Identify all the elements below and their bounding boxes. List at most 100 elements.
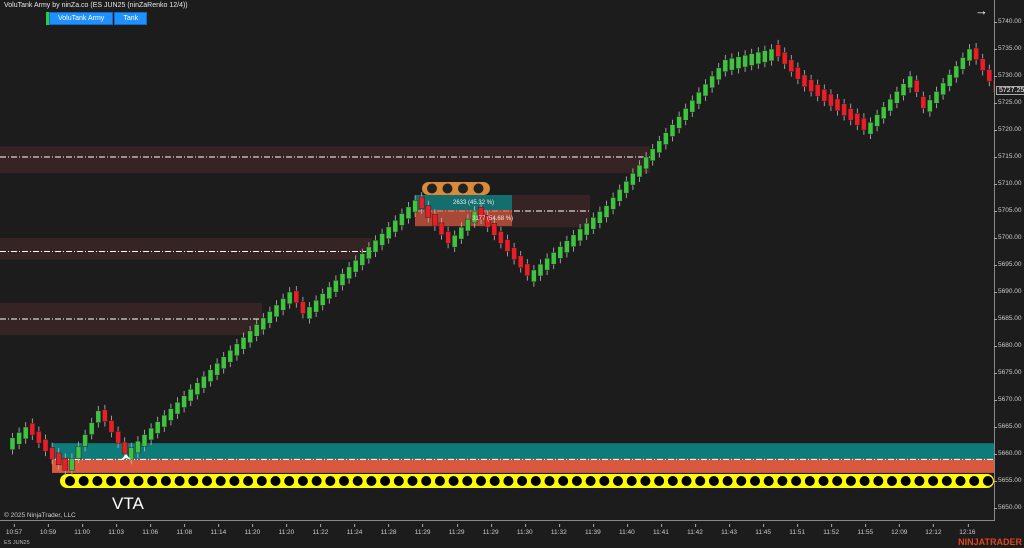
arrow-right-icon[interactable]: → xyxy=(975,3,988,18)
candle-up xyxy=(385,226,392,240)
candle-down xyxy=(973,47,979,61)
volutank-army-button[interactable]: VoluTank Army xyxy=(49,12,114,25)
buy-volume-box xyxy=(415,195,512,210)
time-tick: 11:29 xyxy=(448,524,465,536)
price-tick: 5660.00 xyxy=(994,450,1022,457)
tank-dot xyxy=(188,476,199,486)
price-tick: 5675.00 xyxy=(994,369,1022,376)
tank-dot xyxy=(503,476,514,486)
tank-dot xyxy=(859,476,870,486)
time-tick: 11:00 xyxy=(74,524,90,536)
tank-dot xyxy=(215,476,226,486)
orange-pill-dot xyxy=(458,183,468,194)
candle-down xyxy=(814,84,821,97)
candle-up xyxy=(471,210,478,224)
candle-down xyxy=(102,409,108,422)
tank-button[interactable]: Tank xyxy=(114,12,148,25)
candle-down xyxy=(795,67,801,80)
candle-up xyxy=(696,91,702,105)
tank-dot xyxy=(982,476,993,486)
tank-dot xyxy=(804,476,815,486)
zone-band xyxy=(0,146,650,174)
tank-dot xyxy=(873,476,884,486)
candle-up xyxy=(465,218,471,232)
candle-up xyxy=(570,234,577,247)
tank-dot xyxy=(517,476,528,486)
price-tick: 5680.00 xyxy=(994,342,1022,349)
candle-down xyxy=(913,80,920,93)
price-tick: 5655.00 xyxy=(994,477,1022,484)
price-axis-line xyxy=(994,0,995,520)
candle-up xyxy=(603,205,610,218)
price-tick: 5735.00 xyxy=(994,45,1022,52)
candle-up xyxy=(220,356,227,369)
orange-pill xyxy=(422,182,490,195)
zone-band xyxy=(0,238,372,260)
time-tick: 11:29 xyxy=(482,524,499,536)
candle-up xyxy=(676,116,682,129)
price-tick: 5740.00 xyxy=(994,18,1022,25)
candle-up xyxy=(458,226,465,240)
tank-dot xyxy=(626,476,637,486)
tank-dot xyxy=(654,476,665,486)
candle-up xyxy=(590,217,597,230)
tank-dot xyxy=(777,476,788,486)
tank-dot xyxy=(434,476,445,486)
candle-up xyxy=(544,258,550,271)
candle-down xyxy=(55,452,62,466)
candle-up xyxy=(372,239,379,253)
candle-up xyxy=(95,410,102,423)
candle-down xyxy=(418,196,425,210)
candle-down xyxy=(49,447,55,460)
time-tick: 12:12 xyxy=(925,524,942,536)
vta-label: VTA xyxy=(112,494,144,513)
candle-up xyxy=(887,98,894,112)
candle-up xyxy=(412,199,418,213)
tank-dot xyxy=(448,476,459,486)
candle-down xyxy=(425,205,432,218)
candle-down xyxy=(847,108,854,121)
ninjatrader-logo: NINJATRADER xyxy=(958,537,1022,547)
price-chart[interactable] xyxy=(0,0,994,520)
candle-up xyxy=(762,50,768,63)
candle-down xyxy=(781,51,788,65)
candle-up xyxy=(689,100,696,113)
candle-up xyxy=(702,83,709,97)
candle-up xyxy=(135,440,141,454)
tank-dot xyxy=(393,476,404,486)
candle-down xyxy=(986,69,993,82)
candle-up xyxy=(306,306,313,320)
candle-down xyxy=(801,74,808,88)
tank-dot xyxy=(256,476,267,486)
tank-dot xyxy=(106,476,117,486)
candle-down xyxy=(121,441,128,455)
candle-up xyxy=(154,421,161,434)
candle-up xyxy=(333,279,339,293)
candle-up xyxy=(940,82,946,96)
candle-up xyxy=(366,246,372,260)
candle-down xyxy=(484,215,491,228)
candle-up xyxy=(187,388,194,402)
time-tick: 11:29 xyxy=(414,524,431,536)
time-tick: 11:03 xyxy=(108,524,125,536)
candle-down xyxy=(62,458,69,471)
candle-up xyxy=(22,426,29,440)
candle-up xyxy=(597,211,603,224)
candle-down xyxy=(511,247,517,260)
tank-dot xyxy=(832,476,843,486)
candle-down xyxy=(788,59,795,72)
candle-down xyxy=(504,239,511,252)
time-tick: 11:24 xyxy=(346,524,363,536)
candle-up xyxy=(755,51,762,65)
candle-up xyxy=(564,240,570,253)
time-axis-line xyxy=(0,520,995,521)
candle-up xyxy=(174,401,181,415)
candle-up xyxy=(900,83,907,96)
tank-dot xyxy=(722,476,733,486)
candle-up xyxy=(227,350,234,363)
candle-up xyxy=(346,266,352,280)
time-tick: 11:40 xyxy=(618,524,635,536)
candle-up xyxy=(75,446,82,459)
candle-up xyxy=(867,122,874,135)
candle-up xyxy=(253,324,260,337)
